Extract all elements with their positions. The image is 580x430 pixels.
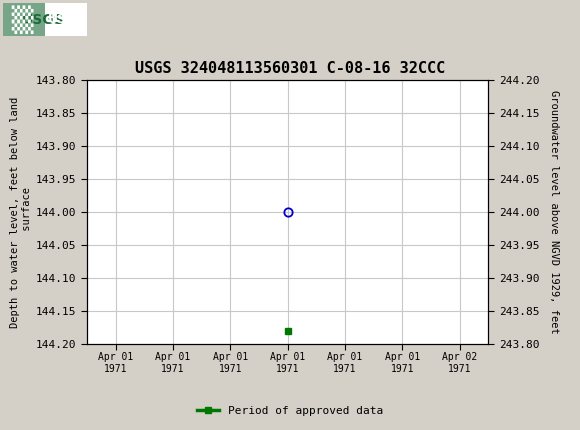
Text: ▒: ▒ [12,6,32,34]
FancyBboxPatch shape [3,3,87,37]
Text: USGS: USGS [22,13,65,27]
Legend: Period of approved data: Period of approved data [193,401,387,420]
Y-axis label: Groundwater level above NGVD 1929, feet: Groundwater level above NGVD 1929, feet [549,90,559,334]
Text: USGS: USGS [48,13,86,26]
Y-axis label: Depth to water level, feet below land
 surface: Depth to water level, feet below land su… [10,97,32,328]
Text: USGS 324048113560301 C-08-16 32CCC: USGS 324048113560301 C-08-16 32CCC [135,61,445,76]
FancyBboxPatch shape [3,3,45,37]
